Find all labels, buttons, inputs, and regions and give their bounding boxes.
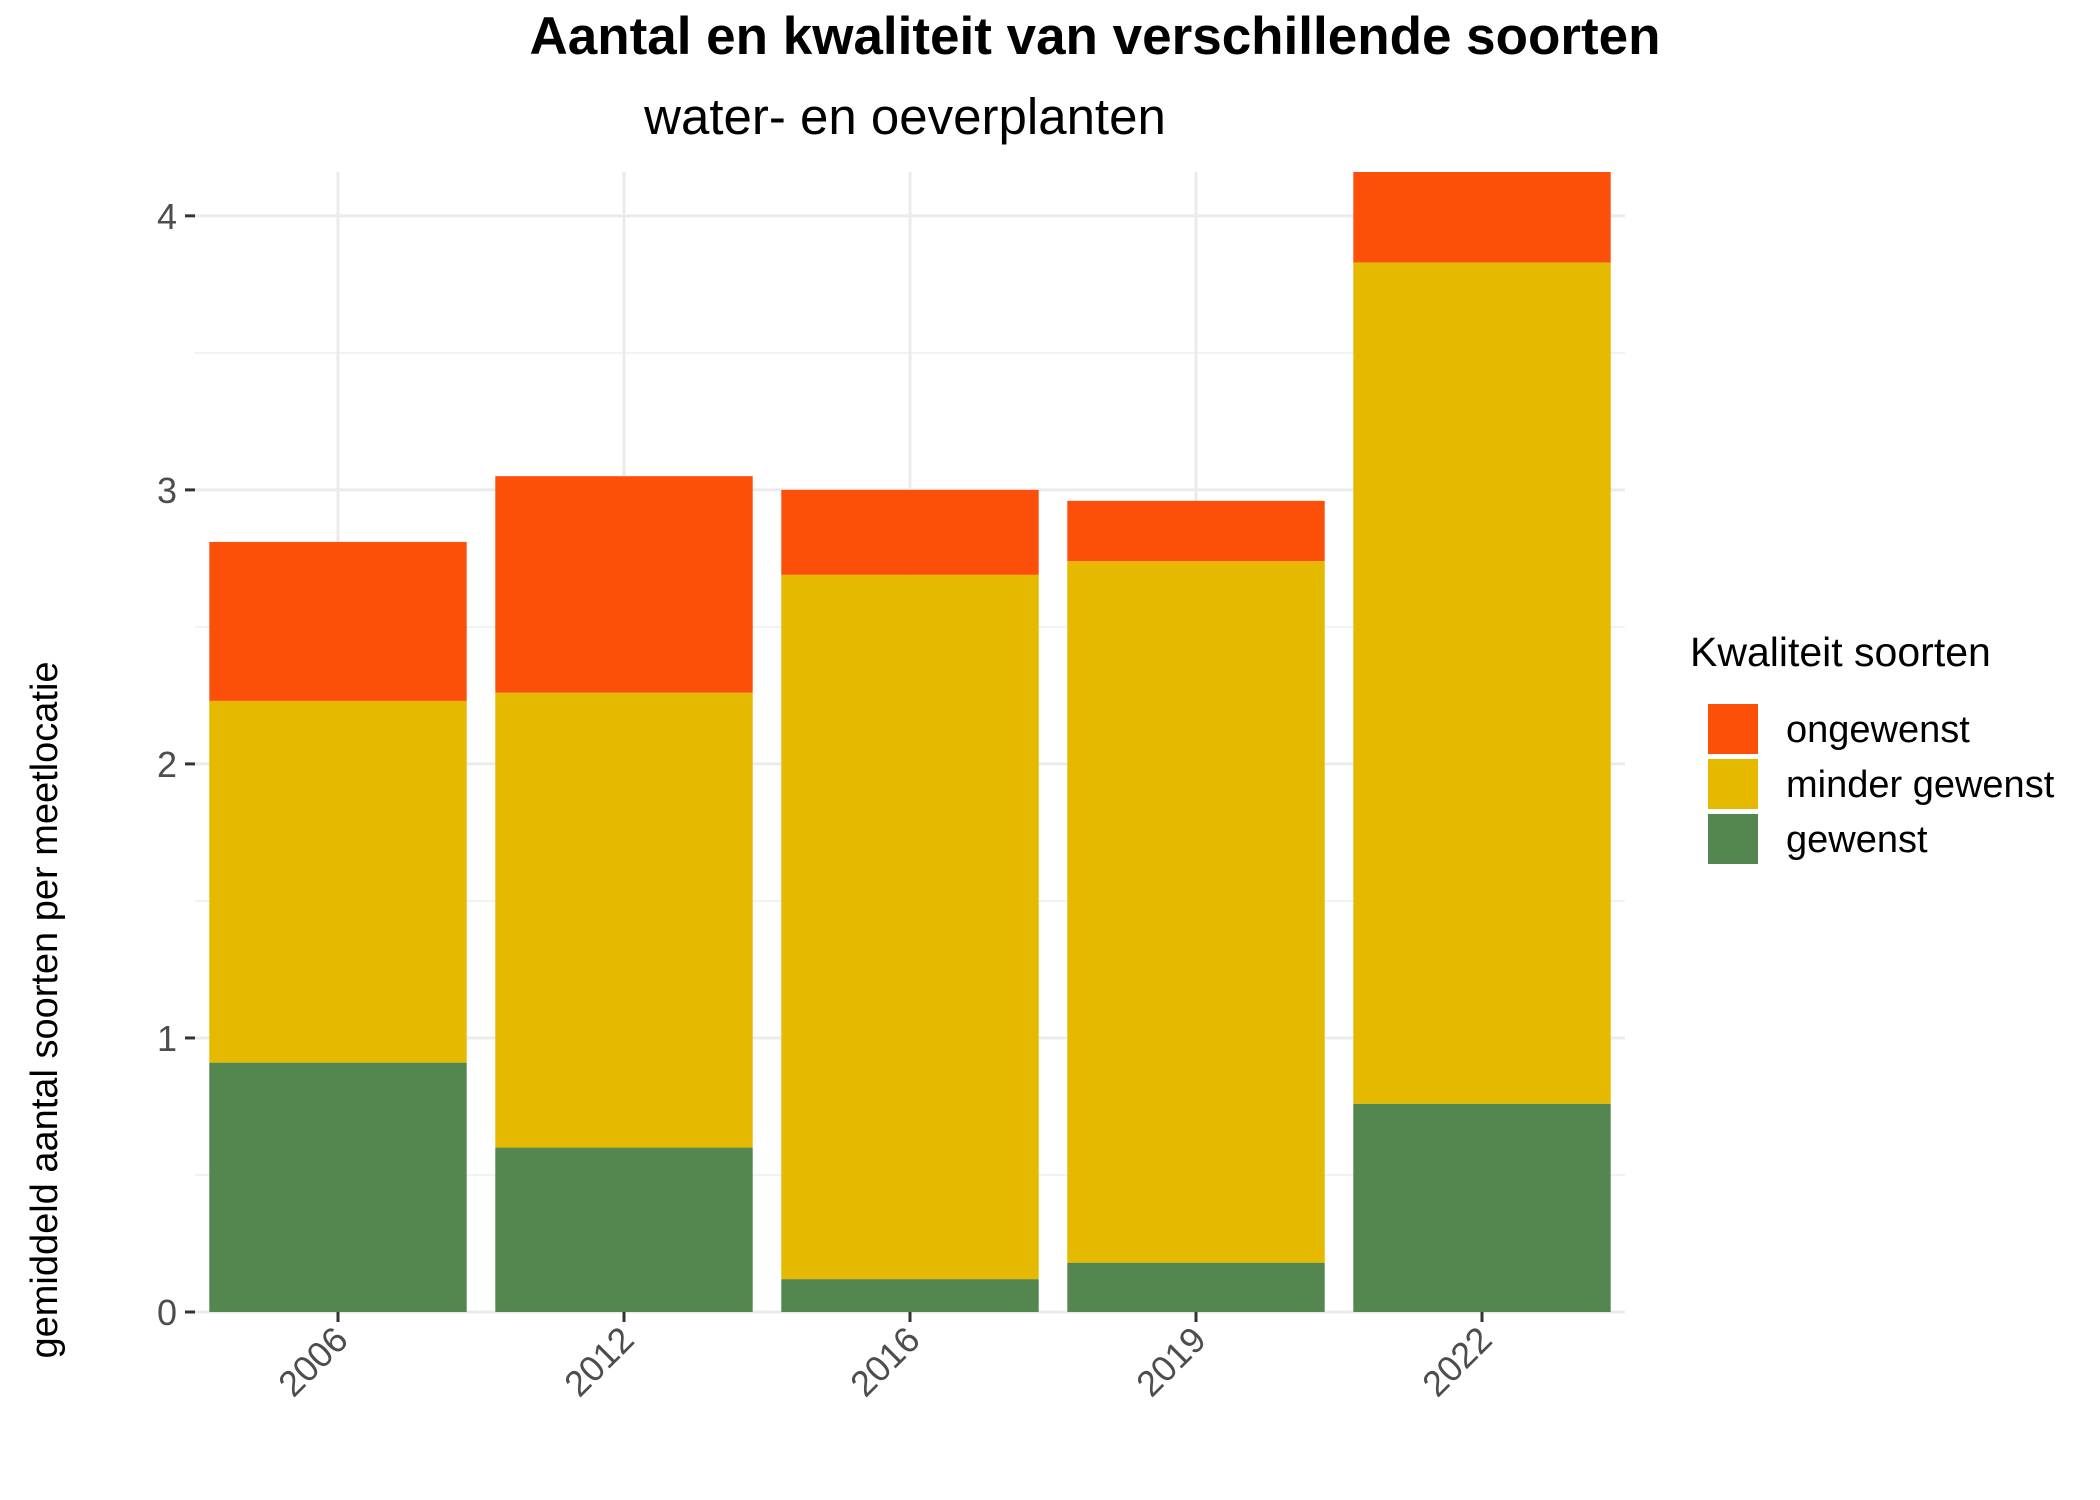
bar-2012-minder-gewenst xyxy=(495,692,753,1148)
chart-title: Aantal en kwaliteit van verschillende so… xyxy=(529,7,1660,66)
y-axis-title: gemiddeld aantal soorten per meetlocatie xyxy=(24,661,66,1358)
y-tick-label: 3 xyxy=(157,470,177,511)
legend-label-ongewenst: ongewenst xyxy=(1786,709,1970,751)
bar-2022-minder-gewenst xyxy=(1353,262,1611,1104)
legend-title: Kwaliteit soorten xyxy=(1690,629,1991,675)
bar-2019-minder-gewenst xyxy=(1067,561,1325,1263)
legend-swatch-minder-gewenst xyxy=(1708,759,1758,809)
x-tick-label: 2016 xyxy=(842,1319,928,1405)
y-tick-label: 2 xyxy=(157,744,177,785)
x-tick-label: 2022 xyxy=(1414,1319,1500,1405)
y-tick-label: 1 xyxy=(157,1018,177,1059)
y-axis: 0 1 2 3 4 xyxy=(157,196,195,1333)
legend-label-minder-gewenst: minder gewenst xyxy=(1786,764,2055,806)
chart-subtitle: water- en oeverplanten xyxy=(643,88,1166,145)
bar-2012-gewenst xyxy=(495,1147,753,1312)
bar-2022-gewenst xyxy=(1353,1103,1611,1312)
legend: Kwaliteit soorten ongewenst minder gewens… xyxy=(1690,629,2055,864)
x-axis: 2006 2012 2016 2019 2022 xyxy=(270,1312,1500,1404)
bar-2012-ongewenst xyxy=(495,476,753,693)
x-tick-label: 2019 xyxy=(1128,1319,1214,1405)
y-tick-label: 0 xyxy=(157,1292,177,1333)
y-tick-label: 4 xyxy=(157,196,177,237)
bar-2006-gewenst xyxy=(209,1062,467,1312)
bars xyxy=(209,172,1611,1312)
bar-2022-ongewenst xyxy=(1353,172,1611,263)
bar-2016-minder-gewenst xyxy=(781,574,1039,1280)
bar-2019-ongewenst xyxy=(1067,500,1325,562)
legend-swatch-gewenst xyxy=(1708,814,1758,864)
bar-2006-ongewenst xyxy=(209,541,467,701)
x-tick-label: 2012 xyxy=(556,1319,642,1405)
x-tick-label: 2006 xyxy=(270,1319,356,1405)
legend-label-gewenst: gewenst xyxy=(1786,819,1928,861)
bar-2019-gewenst xyxy=(1067,1262,1325,1312)
bar-2006-minder-gewenst xyxy=(209,700,467,1063)
bar-2016-ongewenst xyxy=(781,489,1039,575)
bar-2016-gewenst xyxy=(781,1279,1039,1312)
legend-swatch-ongewenst xyxy=(1708,704,1758,754)
